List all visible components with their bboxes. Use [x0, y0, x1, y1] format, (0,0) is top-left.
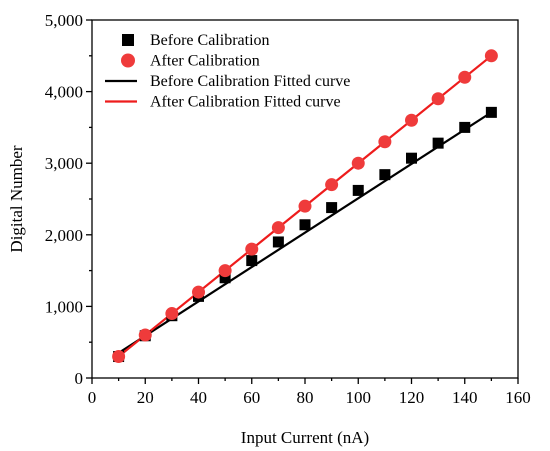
data-point-square — [432, 137, 444, 149]
data-point-circle — [351, 156, 365, 170]
data-point-square — [326, 202, 338, 214]
data-point-square — [272, 236, 284, 248]
data-point-circle — [245, 242, 259, 256]
data-point-circle — [458, 70, 472, 84]
data-point-circle — [405, 113, 418, 127]
legend-entry-label: Before Calibration — [150, 32, 270, 49]
x-tick-label: 60 — [243, 388, 260, 407]
x-axis-title: Input Current (nA) — [241, 428, 369, 447]
data-point-circle — [192, 285, 205, 299]
data-point-circle — [271, 221, 285, 235]
x-tick-label: 0 — [88, 388, 97, 407]
data-point-square — [246, 255, 258, 267]
x-tick-label: 40 — [190, 388, 207, 407]
data-point-square — [485, 106, 497, 118]
legend: Before Calibration After Calibration Befor… — [105, 32, 350, 111]
data-point-circle — [325, 178, 339, 192]
legend-entry-label: After Calibration — [150, 53, 260, 70]
data-point-circle — [378, 135, 392, 149]
data-point-circle — [298, 199, 312, 213]
data-point-circle — [218, 264, 232, 278]
x-tick-label: 140 — [452, 388, 478, 407]
data-point-circle — [165, 307, 179, 321]
y-tick-label: 4,000 — [45, 83, 83, 102]
legend-entry-label: After Calibration Fitted curve — [150, 94, 341, 111]
legend-marker-circle — [121, 53, 135, 68]
x-tick-label: 80 — [297, 388, 314, 407]
x-tick-label: 120 — [399, 388, 425, 407]
data-point-circle — [484, 49, 498, 63]
x-tick-label: 100 — [346, 388, 372, 407]
x-tick-label: 160 — [505, 388, 531, 407]
x-tick-label: 20 — [137, 388, 154, 407]
data-point-square — [219, 272, 231, 284]
y-tick-label: 3,000 — [45, 154, 83, 173]
data-point-circle — [112, 350, 126, 364]
data-point-square — [406, 152, 417, 164]
axes-layer: 0 20 40 60 80 100 120 140 160 0 1,000 2,000 3,000 4,0… — [45, 11, 531, 407]
legend-marker-square — [122, 34, 134, 46]
y-tick-label: 0 — [75, 369, 84, 388]
data-point-circle — [431, 92, 445, 106]
legend-entry-label: Before Calibration Fitted curve — [150, 73, 350, 90]
data-point-square — [352, 184, 364, 196]
series-layer — [112, 49, 498, 364]
data-point-square — [379, 169, 391, 181]
y-axis-title: Digital Number — [7, 145, 26, 253]
y-tick-label: 2,000 — [45, 226, 83, 245]
data-point-square — [299, 219, 311, 231]
data-point-square — [459, 121, 471, 133]
data-point-circle — [138, 328, 152, 342]
fitted-line — [118, 111, 492, 354]
y-tick-label: 1,000 — [45, 297, 83, 316]
y-tick-label: 5,000 — [45, 11, 83, 30]
